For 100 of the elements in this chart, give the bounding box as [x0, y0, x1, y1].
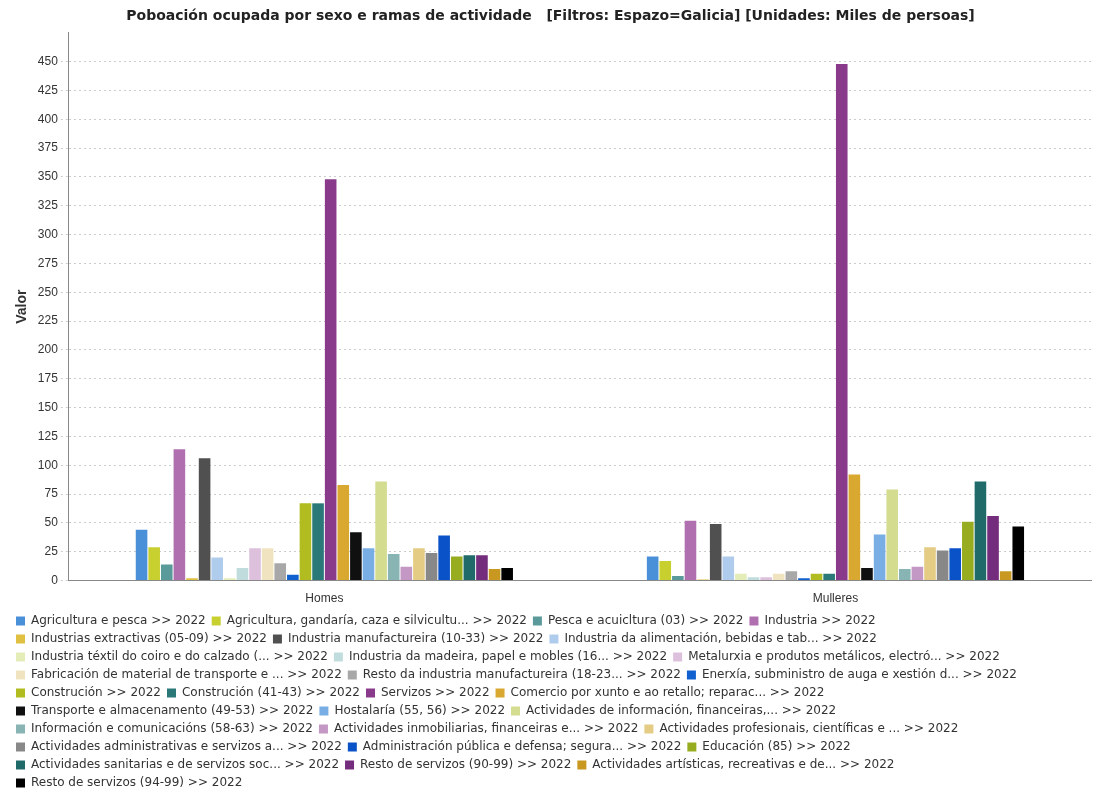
legend-label: Transporte e almacenamento (49-53) >> 2022 — [30, 703, 314, 718]
y-tick-label: 275 — [37, 255, 59, 270]
bar — [413, 548, 425, 581]
legend-label: Metalurxia e produtos metálicos, electró... >> 2022 — [688, 649, 1000, 664]
bar — [898, 569, 911, 581]
y-tick-label: 0 — [51, 572, 59, 587]
bar — [249, 548, 261, 581]
legend-label: Construción (41-43) >> 2022 — [181, 685, 361, 700]
legend-label: Información e comunicacións (58-63) >> 2022 — [31, 721, 313, 736]
legend-label: Actividades profesionais, científicas e ... >> 2022 — [659, 721, 959, 736]
legend-label: Actividades inmobiliarias, financeiras e... >> 2022 — [333, 721, 639, 736]
legend-label: Industria da madeira, papel e mobles (16... >> 2022 — [348, 649, 668, 664]
legend-label: Enerxía, subministro de auga e xestión d... >> 2022 — [701, 667, 1017, 682]
y-axis-title: Valor — [13, 289, 30, 324]
y-tick-label: 325 — [37, 198, 59, 213]
bar — [873, 534, 886, 581]
bar — [772, 573, 785, 581]
bar — [823, 573, 835, 581]
bar — [735, 573, 747, 581]
bar — [924, 547, 936, 581]
legend-label: Industria manufactureira (10-33) >> 2022 — [287, 631, 544, 646]
bar — [974, 481, 987, 581]
bar — [501, 567, 513, 581]
bar — [835, 63, 848, 581]
y-tick-label: 450 — [37, 53, 59, 68]
bar — [476, 555, 488, 581]
bar — [173, 449, 186, 581]
bar — [400, 566, 413, 581]
y-tick-label: 300 — [37, 226, 59, 241]
bar — [274, 563, 287, 581]
bar — [324, 179, 337, 581]
y-tick-label: 375 — [37, 140, 59, 155]
y-tick-label: 175 — [37, 371, 59, 386]
y-tick-label: 425 — [37, 82, 59, 97]
bar — [760, 577, 772, 581]
bar — [722, 556, 735, 581]
y-tick-label: 100 — [37, 457, 59, 472]
bar — [987, 516, 999, 581]
bar — [198, 458, 211, 581]
legend-label: Agricultura, gandaría, caza e silvicultu... >> 2022 — [226, 613, 527, 628]
bar — [911, 566, 924, 581]
bar — [312, 503, 324, 581]
bar — [375, 481, 387, 581]
legend-label: Administración pública e defensa; segura... >> 2022 — [362, 739, 682, 754]
y-tick-label: 150 — [37, 399, 59, 414]
legend-label: Educación (85) >> 2022 — [702, 739, 851, 754]
bar — [211, 557, 224, 581]
legend-label: Industrias extractivas (05-09) >> 2022 — [31, 631, 267, 646]
legend-label: Actividades de información, financeiras,... >> 2022 — [526, 703, 837, 718]
bar — [135, 529, 148, 581]
y-tick-label: 25 — [44, 544, 59, 559]
bar — [659, 561, 672, 581]
legend-label: Hostalaría (55, 56) >> 2022 — [334, 703, 506, 718]
bar — [337, 484, 350, 581]
y-tick-label: 225 — [37, 313, 59, 328]
y-tick-label: 125 — [37, 428, 59, 443]
bar — [672, 575, 684, 581]
y-tick-label: 350 — [37, 169, 59, 184]
bar — [949, 548, 962, 581]
legend-label: Resto de servizos (94-99) >> 2022 — [31, 775, 243, 790]
bar — [709, 524, 722, 581]
legend-label: Agricultura e pesca >> 2022 — [31, 613, 206, 628]
bar — [684, 520, 697, 581]
bar — [488, 569, 501, 581]
y-tick-label: 50 — [44, 515, 59, 530]
legend-label: Pesca e acuicltura (03) >> 2022 — [547, 613, 744, 628]
y-tick-label: 250 — [37, 284, 59, 299]
bar — [438, 535, 450, 581]
bar — [962, 521, 974, 581]
bar — [463, 555, 476, 581]
bar — [886, 489, 898, 581]
legend-label: Construción >> 2022 — [31, 685, 161, 700]
legend-label: Actividades sanitarias e de servizos soc... >> 2022 — [31, 757, 340, 772]
bar — [1012, 526, 1025, 581]
bar — [287, 574, 299, 581]
bar — [646, 556, 659, 581]
y-tick-label: 400 — [37, 111, 59, 126]
y-tick-label: 200 — [37, 342, 59, 357]
bar — [261, 548, 274, 581]
legend-label: Comercio por xunto e ao retallo; reparac... >> 2022 — [510, 685, 825, 700]
bar — [848, 474, 861, 581]
chart-title: Poboación ocupada por sexo e ramas de actividade [Filtros: Espazo=Galicia] [Unidades: Miles de persoas] — [126, 7, 975, 24]
bar — [747, 577, 760, 581]
legend-label: Industria téxtil do coiro e do calzado (... >> 2022 — [31, 649, 328, 664]
bar — [999, 571, 1012, 581]
bar — [236, 567, 249, 581]
bar — [450, 556, 463, 581]
bar — [148, 547, 160, 581]
x-tick-label: Mulleres — [812, 591, 859, 606]
y-tick-label: 75 — [44, 486, 59, 501]
legend-label: Actividades administrativas e servizos a... >> 2022 — [31, 739, 342, 754]
bar — [350, 532, 362, 581]
x-tick-label: Homes — [305, 591, 344, 606]
bar — [387, 554, 400, 581]
legend-label: Industria >> 2022 — [764, 613, 876, 628]
bar — [299, 503, 312, 581]
legend-label: Resto da industria manufactureira (18-23... >> 2022 — [362, 667, 681, 682]
bar — [160, 564, 173, 581]
legend-label: Actividades artísticas, recreativas e de... >> 2022 — [592, 757, 895, 772]
bar — [861, 567, 873, 581]
